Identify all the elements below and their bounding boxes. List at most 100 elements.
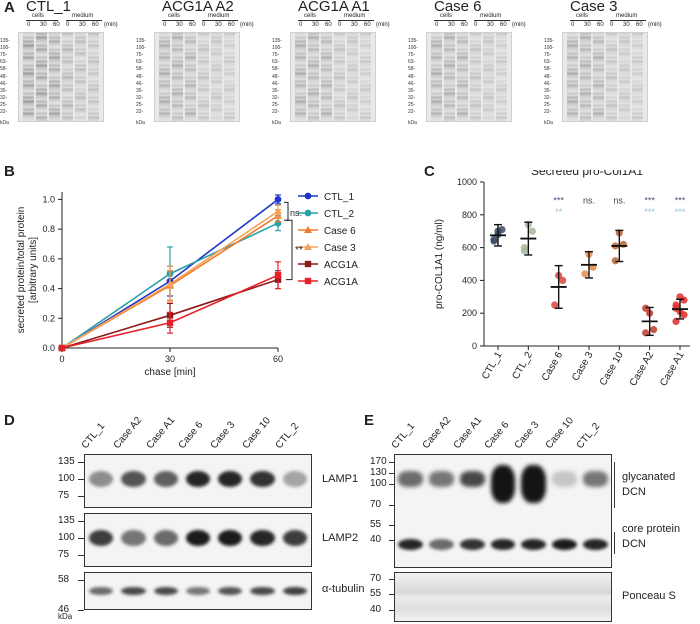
mw-marker: 32-	[544, 94, 552, 101]
blot-band	[218, 530, 243, 546]
gel-lane	[185, 33, 196, 121]
y-tick-label: 400	[462, 275, 477, 285]
mw-marker: 22-	[408, 109, 416, 115]
mw-tick	[389, 540, 394, 541]
gel-image	[18, 32, 104, 122]
panel-label-e: E	[364, 412, 375, 429]
data-point	[304, 260, 312, 268]
ponceau-blot	[394, 572, 612, 622]
mw-tick	[78, 538, 84, 539]
y-axis-label-line2: [arbitrary units]	[28, 237, 39, 303]
gel-header-cells: cells	[32, 13, 45, 19]
blot-band	[185, 530, 211, 546]
significance-bottom: **	[555, 207, 563, 217]
gel-lane	[593, 33, 604, 121]
y-tick-label: 1.0	[42, 194, 55, 204]
x-tick-label: 60	[273, 354, 283, 364]
gel-lane	[23, 33, 34, 121]
blot-band	[282, 587, 307, 595]
header-rule	[338, 20, 374, 21]
y-tick-label: 0.2	[42, 313, 55, 323]
gel-header-medium: medium	[616, 13, 638, 19]
significance-top: ***	[553, 195, 564, 205]
blot-band	[218, 471, 243, 487]
legend-label: CTL_1	[324, 192, 354, 203]
y-axis-label-line1: secreted protein/total protein	[16, 207, 27, 334]
y-tick-label: 0.8	[42, 224, 55, 234]
time-label: 0	[610, 22, 614, 28]
mw-marker: 46-	[136, 80, 144, 87]
core-band	[521, 539, 547, 550]
mw-marker: 63-	[136, 59, 144, 66]
mw-marker: 75	[58, 549, 70, 560]
lane-label: Case 6	[176, 419, 206, 451]
mw-marker: 32-	[408, 94, 416, 101]
gel-lane	[172, 33, 183, 121]
lane-label: Case 10	[240, 415, 274, 451]
y-tick-label: 200	[462, 308, 477, 318]
mw-marker: 75-	[0, 52, 8, 59]
blot-band	[153, 587, 178, 595]
mw-tick	[78, 521, 84, 522]
legend-label: CTL_2	[324, 209, 354, 220]
mw-marker: 40	[370, 534, 382, 545]
significance-top: ***	[644, 195, 655, 205]
gel-lane	[88, 33, 99, 121]
gel-header-medium: medium	[208, 13, 230, 19]
blot-label: α-tubulin	[322, 583, 365, 595]
mw-tick	[389, 594, 394, 595]
gel-image	[426, 32, 512, 122]
header-rule	[610, 20, 646, 21]
x-tick-label: Case 6	[540, 350, 566, 383]
gel-lane	[49, 33, 60, 121]
mw-tick	[78, 555, 84, 556]
gel-header-cells: cells	[576, 13, 589, 19]
time-label: 30	[351, 22, 358, 28]
time-label: 60	[92, 22, 99, 28]
lane-label: Case A2	[420, 414, 454, 451]
mw-marker: 75-	[408, 52, 416, 59]
significance-bottom: ***	[644, 207, 655, 217]
mw-marker: 35-	[408, 87, 416, 94]
blot-panel	[84, 454, 312, 508]
y-tick-label: 0.6	[42, 254, 55, 264]
time-label: 60	[364, 22, 371, 28]
data-point	[274, 207, 282, 215]
mw-marker: 75-	[272, 52, 280, 59]
blot-band	[250, 471, 275, 487]
glycanated-band	[583, 471, 608, 487]
x-tick-label: Case 10	[598, 350, 626, 388]
core-label: core protein DCN	[622, 523, 681, 550]
blot-label: LAMP2	[322, 532, 359, 544]
core-band	[490, 539, 516, 550]
mw-tick	[389, 462, 394, 463]
mw-marker: 22-	[544, 109, 552, 115]
mw-tick	[389, 525, 394, 526]
header-rule	[570, 20, 602, 21]
time-label: 0	[27, 22, 31, 28]
gel-lane	[470, 33, 481, 121]
lane-label: Case 6	[482, 419, 511, 451]
time-label: 30	[40, 22, 47, 28]
lane-label: CTL_2	[574, 420, 603, 451]
y-axis-label: pro-COL1A1 (ng/ml)	[434, 219, 445, 309]
header-rule	[298, 20, 330, 21]
gel-lane	[334, 33, 345, 121]
mw-marker: 25-	[408, 101, 416, 108]
glycanated-label: glycanated DCN	[622, 471, 676, 498]
mw-marker: 58-	[544, 66, 552, 73]
gel-title: Case 6	[434, 0, 482, 15]
mw-marker: 75-	[136, 52, 144, 59]
significance-top: ns.	[583, 195, 595, 205]
glycanated-band	[459, 471, 485, 487]
mw-marker: 25-	[544, 101, 552, 108]
time-label: 0	[202, 22, 206, 28]
mw-marker: 63-	[0, 59, 8, 66]
ponceau-label: Ponceau S	[622, 590, 676, 602]
kda-label: kDa	[544, 120, 553, 126]
time-unit: (min)	[104, 22, 118, 28]
gel-lane	[347, 33, 358, 121]
legend-label: Case 3	[324, 243, 356, 254]
gel-lane	[198, 33, 209, 121]
gel-title: CTL_1	[26, 0, 72, 15]
